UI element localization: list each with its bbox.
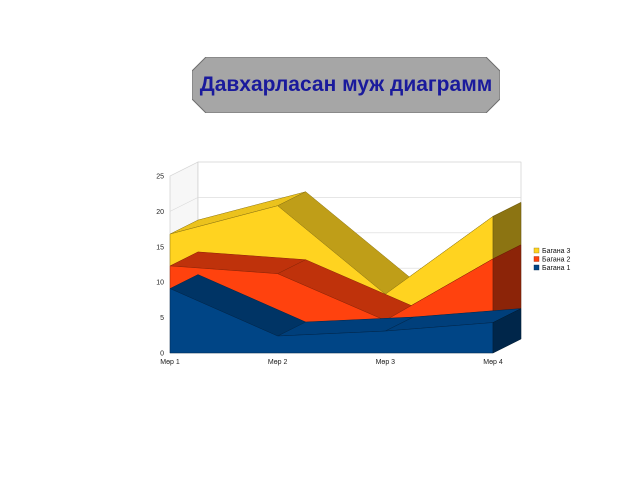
chart-title: Давхарласан муж диаграмм — [199, 73, 493, 96]
gridline-4 — [169, 197, 521, 212]
series-Багана 1 — [169, 274, 522, 354]
y-tick-label: 5 — [160, 315, 164, 322]
legend-swatch — [533, 264, 540, 271]
legend-swatch — [533, 256, 540, 262]
series-side-face — [492, 308, 522, 354]
legend-label: Багана 1 — [542, 265, 570, 272]
y-tick-label: 0 — [160, 351, 164, 358]
y-tick-label: 10 — [156, 280, 164, 287]
x-tick-label: Мөр 2 — [268, 359, 288, 366]
x-tick-label: Мөр 1 — [160, 359, 180, 366]
legend-label: Багана 3 — [542, 248, 570, 255]
series-Багана 3 — [169, 191, 522, 321]
gridline-5 — [169, 161, 521, 177]
legend-label: Багана 2 — [542, 257, 570, 264]
x-tick-label: Мөр 4 — [483, 359, 503, 366]
y-tick-label: 20 — [156, 209, 164, 216]
chart-title-box: Давхарласан муж диаграмм — [192, 57, 500, 113]
x-tick-label: Мөр 3 — [376, 359, 396, 366]
y-tick-label: 25 — [156, 174, 164, 181]
chart-axis-labels: 0 5 10 15 20 25 Мөр 1 Мөр 2 Мөр 3 Мөр 4 — [156, 174, 503, 367]
y-tick-label: 15 — [156, 244, 164, 251]
title-octagon-shape — [192, 57, 500, 113]
legend-swatch — [533, 247, 540, 254]
chart-areas — [169, 191, 522, 354]
